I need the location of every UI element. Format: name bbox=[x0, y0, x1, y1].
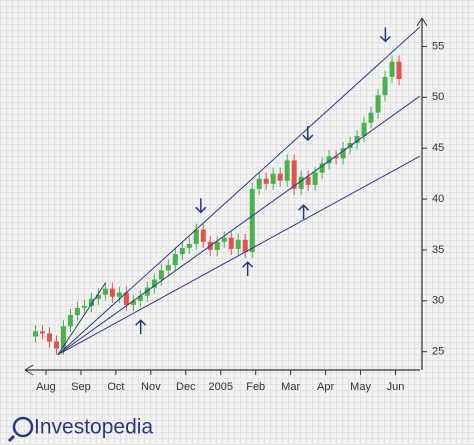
x-tick-label: Nov bbox=[141, 381, 161, 393]
x-tick-label: Mar bbox=[281, 381, 300, 393]
candle-body bbox=[375, 95, 381, 113]
y-tick-label: 25 bbox=[432, 346, 444, 358]
candle-body bbox=[319, 163, 325, 173]
candle-body bbox=[242, 239, 248, 252]
x-tick-label: Feb bbox=[246, 381, 265, 393]
candle-body bbox=[305, 176, 311, 185]
candle-body bbox=[81, 305, 87, 308]
candle-body bbox=[88, 298, 94, 306]
candle-body bbox=[256, 178, 262, 189]
candle-body bbox=[130, 300, 136, 305]
arrow bbox=[195, 198, 207, 214]
candle-body bbox=[165, 265, 171, 271]
arrow bbox=[298, 204, 310, 220]
x-tick-label: Apr bbox=[317, 381, 334, 393]
x-tick-label: Dec bbox=[176, 381, 196, 393]
candle-body bbox=[214, 241, 220, 250]
x-tick-label: Oct bbox=[107, 381, 124, 393]
candle-body bbox=[228, 237, 234, 249]
x-tick-label: Sep bbox=[71, 381, 91, 393]
trend-line bbox=[57, 155, 420, 356]
y-axis-arrow bbox=[416, 17, 428, 27]
x-tick-label: Aug bbox=[36, 381, 56, 393]
candle-body bbox=[291, 160, 297, 189]
candle-body bbox=[186, 243, 192, 248]
candle-body bbox=[382, 76, 388, 96]
logo-icon bbox=[7, 434, 16, 443]
arrow bbox=[379, 27, 391, 43]
candle-body bbox=[263, 178, 269, 184]
trend-line bbox=[57, 282, 107, 356]
candle-body bbox=[123, 292, 129, 305]
candle-body bbox=[368, 112, 374, 123]
candle-body bbox=[172, 254, 178, 266]
x-tick-label: 2005 bbox=[209, 381, 233, 393]
candle-body bbox=[53, 341, 59, 349]
x-tick-label: Jun bbox=[387, 381, 405, 393]
y-tick-label: 40 bbox=[432, 193, 444, 205]
y-tick-label: 45 bbox=[432, 142, 444, 154]
candle-body bbox=[46, 333, 52, 342]
candle-body bbox=[67, 315, 73, 327]
x-axis-arrow bbox=[24, 364, 34, 376]
trend-line bbox=[57, 95, 420, 356]
candle-body bbox=[298, 176, 304, 189]
y-tick-label: 50 bbox=[432, 91, 444, 103]
candle-body bbox=[277, 173, 283, 181]
candle-body bbox=[326, 156, 332, 164]
logo-text: Investopedia bbox=[34, 416, 153, 439]
candle-body bbox=[361, 122, 367, 136]
candle-body bbox=[179, 247, 185, 255]
candle-body bbox=[39, 331, 45, 334]
trend-line bbox=[57, 26, 420, 356]
y-tick-label: 35 bbox=[432, 244, 444, 256]
candle-body bbox=[270, 173, 276, 184]
candle-body bbox=[200, 229, 206, 242]
candle-body bbox=[109, 288, 115, 297]
candle-body bbox=[32, 331, 38, 337]
candle-body bbox=[235, 239, 241, 249]
arrow bbox=[135, 319, 147, 335]
candle-body bbox=[158, 270, 164, 280]
arrow bbox=[302, 126, 314, 142]
candle-body bbox=[354, 135, 360, 144]
candle-body bbox=[116, 292, 122, 297]
candle-body bbox=[74, 307, 80, 316]
y-tick-label: 30 bbox=[432, 295, 444, 307]
candle-body bbox=[221, 237, 227, 242]
arrow bbox=[242, 261, 254, 277]
candle-body bbox=[60, 326, 66, 349]
candle-body bbox=[151, 279, 157, 288]
candle-body bbox=[284, 160, 290, 181]
candle-body bbox=[193, 229, 199, 244]
candle-body bbox=[249, 188, 255, 252]
candle-body bbox=[95, 294, 101, 299]
candle-body bbox=[137, 295, 143, 301]
y-tick-label: 55 bbox=[432, 40, 444, 52]
x-tick-label: May bbox=[350, 381, 371, 393]
candle-body bbox=[312, 172, 318, 185]
candle-body bbox=[389, 61, 395, 77]
candle-body bbox=[333, 156, 339, 159]
candle-body bbox=[102, 288, 108, 295]
candle-body bbox=[396, 61, 402, 80]
candle-body bbox=[144, 287, 150, 296]
candle-body bbox=[340, 148, 346, 159]
logo-icon bbox=[12, 416, 34, 438]
